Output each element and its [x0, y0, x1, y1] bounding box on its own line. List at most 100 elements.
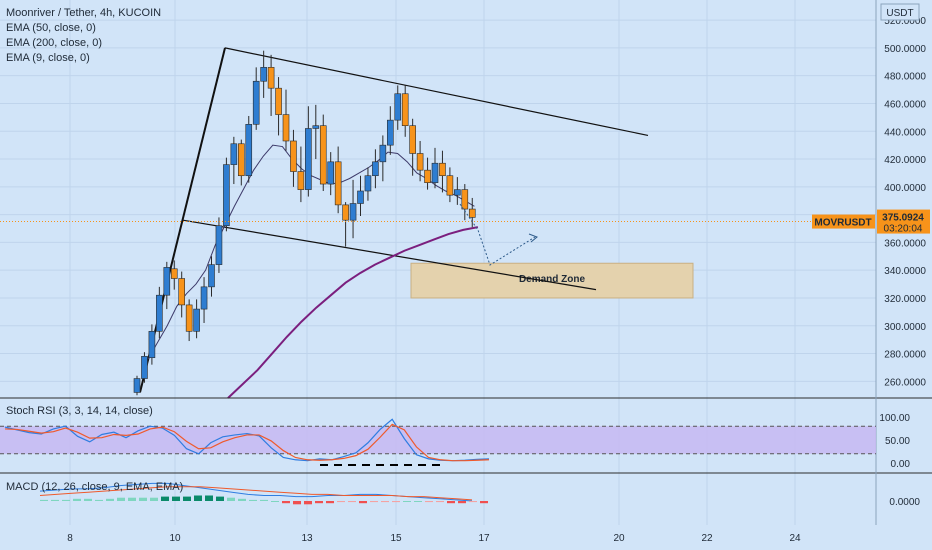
macd-histogram-bar: [392, 501, 400, 503]
candle-body: [342, 204, 349, 221]
macd-histogram-bar: [40, 499, 48, 501]
candle-body: [223, 164, 230, 227]
candle-body: [312, 125, 320, 129]
macd-histogram-bar: [326, 501, 334, 504]
candle-body: [409, 125, 416, 154]
time-tick-label: 13: [301, 533, 313, 544]
projection-arrow-head: [528, 233, 538, 243]
upper-trendline: [224, 47, 649, 137]
macd-signal-line: [39, 486, 473, 501]
time-tick-label: 20: [613, 533, 625, 544]
stoch-rsi-legend[interactable]: Stoch RSI (3, 3, 14, 14, close): [6, 405, 153, 417]
candle-body: [163, 267, 171, 296]
symbol-tag-bg: [812, 214, 875, 229]
macd-histogram-bar: [194, 495, 202, 501]
time-tick-label: 8: [67, 533, 73, 544]
macd-histogram-bar: [260, 499, 268, 501]
lower-trendline: [182, 219, 597, 291]
candle-body: [305, 128, 312, 190]
macd-histogram-bar: [337, 501, 345, 503]
candle-body: [446, 175, 454, 196]
macd-histogram-bar: [370, 501, 378, 503]
candles-group: [133, 50, 476, 396]
price-tick-label: 480.0000: [884, 72, 926, 83]
stoch-tick-label: 0.00: [891, 459, 911, 470]
stoch-band: [0, 426, 876, 454]
price-tick-label: 460.0000: [884, 99, 926, 110]
demand-zone-box: [410, 262, 694, 299]
symbol-title[interactable]: Moonriver / Tether, 4h, KUCOIN: [6, 7, 162, 19]
ema200-legend[interactable]: EMA (200, close, 0): [6, 37, 102, 49]
candle-body: [282, 114, 290, 142]
macd-histogram-bar: [117, 497, 125, 501]
ema9-legend[interactable]: EMA (9, close, 0): [6, 52, 90, 64]
macd-legend[interactable]: MACD (12, 26, close, 9, EMA, EMA): [6, 481, 184, 493]
candle-body: [394, 93, 402, 121]
macd-histogram-bar: [139, 497, 147, 501]
candle-body: [267, 67, 275, 89]
time-tick-label: 15: [390, 533, 402, 544]
candle-body: [193, 308, 200, 332]
macd-histogram-bar: [227, 497, 235, 501]
candle-body: [290, 140, 297, 172]
main-legend: Moonriver / Tether, 4h, KUCOIN EMA (50, …: [6, 6, 161, 66]
macd-histogram-bar: [150, 497, 158, 501]
candle-body: [185, 304, 193, 332]
ema200-line: [227, 226, 479, 399]
symbol-tag-label: MOVRUSDT: [814, 218, 871, 229]
candle-body: [208, 264, 215, 288]
stoch-tick-label: 100.00: [879, 413, 910, 424]
candle-body: [401, 93, 409, 127]
macd-histogram-bar: [282, 501, 290, 504]
price-tick-label: 440.0000: [884, 127, 926, 138]
stoch-d-line: [4, 423, 490, 462]
macd-histogram-bar: [458, 501, 466, 504]
time-tick-label: 22: [701, 533, 713, 544]
macd-histogram-bar: [414, 501, 422, 502]
macd-histogram-bar: [480, 501, 488, 504]
time-tick-label: 24: [789, 533, 801, 544]
macd-histogram-bar: [359, 501, 367, 504]
candle-body: [372, 161, 379, 177]
price-tick-label: 300.0000: [884, 322, 926, 333]
macd-histogram-bar: [249, 499, 257, 501]
macd-histogram-bar: [51, 499, 59, 501]
ema50-legend[interactable]: EMA (50, close, 0): [6, 22, 96, 34]
price-tag-value: 375.0924: [882, 213, 924, 224]
candle-body: [230, 143, 238, 165]
macd-histogram-bar: [73, 498, 81, 501]
demand-zone-label: Demand Zone: [519, 274, 586, 285]
candle-body: [252, 80, 260, 125]
candle-body: [178, 278, 185, 306]
candle-body: [386, 119, 394, 146]
candle-body: [431, 162, 439, 183]
macd-histogram-bar: [205, 495, 213, 501]
candle-body: [364, 175, 372, 192]
price-tick-label: 520.0000: [884, 16, 926, 27]
candle-body: [238, 143, 245, 177]
price-tag-countdown: 03:20:04: [884, 224, 923, 235]
candle-body: [439, 162, 446, 177]
macd-histogram-bar: [172, 496, 180, 501]
candle-body: [215, 225, 223, 265]
candle-body: [424, 169, 431, 183]
macd-histogram-bar: [436, 501, 444, 503]
macd-histogram-bar: [304, 501, 312, 505]
stoch-k-line: [4, 418, 490, 462]
time-tick-label: 17: [478, 533, 490, 544]
price-tick-label: 260.0000: [884, 377, 926, 388]
macd-histogram-bar: [216, 496, 224, 501]
macd-histogram-bar: [271, 501, 279, 502]
macd-histogram-bar: [62, 499, 70, 501]
macd-histogram-bar: [348, 501, 356, 503]
candle-body: [454, 189, 461, 196]
currency-label: USDT: [886, 8, 913, 19]
macd-histogram-bar: [106, 498, 114, 501]
candle-body: [141, 356, 148, 379]
macd-histogram-bar: [469, 501, 477, 503]
candle-body: [200, 286, 208, 310]
candle-body: [148, 331, 156, 359]
macd-histogram-bar: [425, 501, 433, 503]
